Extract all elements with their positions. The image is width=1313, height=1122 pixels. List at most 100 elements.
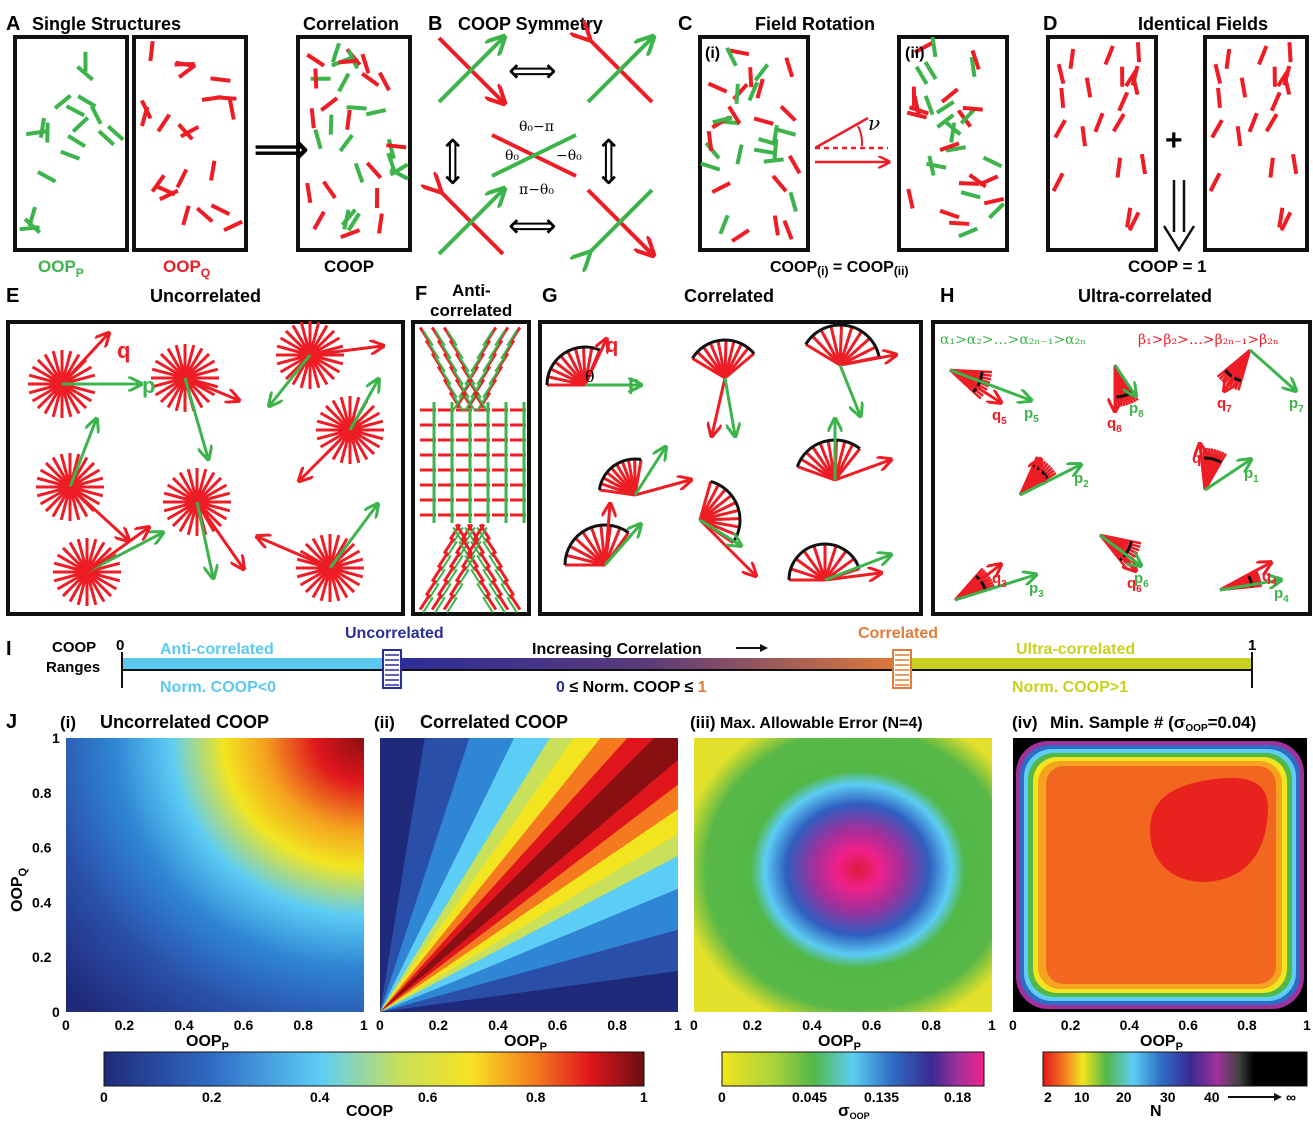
x-tick-label: 0 bbox=[62, 1017, 70, 1033]
segment bbox=[1279, 211, 1293, 232]
colorbar-tick: 0.18 bbox=[944, 1089, 971, 1105]
x-tick-label: 0.4 bbox=[802, 1017, 822, 1033]
green-arrow bbox=[723, 377, 735, 435]
segment bbox=[446, 381, 458, 399]
panel-a-title-single: Single Structures bbox=[32, 14, 181, 34]
panel-letter-a: A bbox=[6, 13, 20, 35]
segment bbox=[422, 596, 434, 614]
spoke bbox=[824, 557, 856, 582]
segment bbox=[711, 181, 732, 194]
segment bbox=[464, 526, 476, 544]
segment bbox=[936, 113, 955, 129]
x-axis-label: OOPP bbox=[818, 1033, 861, 1053]
p-subscript: 1 bbox=[1253, 474, 1259, 485]
colorbar-n bbox=[1042, 1051, 1308, 1087]
segment bbox=[330, 42, 341, 63]
increasing-correlation-label: Increasing Correlation bbox=[532, 641, 702, 658]
segment bbox=[755, 78, 765, 99]
coop-label: COOP bbox=[324, 257, 374, 276]
green-arrow bbox=[586, 38, 652, 104]
double-arrow-icon: ⟺ bbox=[508, 52, 557, 90]
red-arrow bbox=[583, 340, 606, 386]
panel-letter-j: J bbox=[6, 711, 17, 733]
segment bbox=[313, 68, 319, 89]
colorbar-coop-label: COOP bbox=[346, 1103, 393, 1120]
segment bbox=[935, 100, 955, 115]
segment bbox=[150, 174, 166, 193]
segment bbox=[748, 67, 754, 88]
segment bbox=[458, 355, 470, 373]
oop-q-label: OOPQ bbox=[163, 257, 210, 280]
angle-arc bbox=[795, 438, 861, 468]
segment bbox=[923, 60, 938, 81]
segment bbox=[718, 214, 730, 235]
panel-d-title: Identical Fields bbox=[1138, 14, 1268, 34]
segment bbox=[1127, 211, 1141, 232]
angle-label: −θ₀ bbox=[556, 148, 582, 164]
colorbar-tick: 30 bbox=[1160, 1089, 1176, 1105]
segment bbox=[983, 197, 1005, 206]
segment bbox=[1117, 91, 1130, 112]
q-subscript: 8 bbox=[1116, 424, 1122, 435]
green-segments bbox=[19, 51, 125, 235]
segment bbox=[1130, 74, 1140, 96]
q-subscript: 1 bbox=[1201, 459, 1207, 470]
segment bbox=[1068, 48, 1076, 70]
panel-j: J (i) Uncorrelated COOP (ii) Correlated … bbox=[6, 711, 1311, 1121]
segment bbox=[440, 368, 452, 386]
segment bbox=[1268, 157, 1275, 178]
segment bbox=[440, 582, 452, 600]
x-tick-label: 0 bbox=[376, 1017, 384, 1033]
segment bbox=[949, 220, 970, 226]
segment bbox=[958, 226, 979, 239]
norm-coop-above-one: Norm. COOP>1 bbox=[1012, 679, 1128, 696]
norm-coop-range: 0 ≤ Norm. COOP ≤ 1 bbox=[556, 679, 707, 696]
segment bbox=[728, 48, 750, 57]
angle-arc bbox=[804, 323, 881, 358]
colorbar-tick: 0.135 bbox=[864, 1089, 899, 1105]
correlated-fans bbox=[545, 323, 895, 582]
segment bbox=[464, 394, 476, 412]
segment bbox=[156, 113, 171, 133]
segment bbox=[442, 593, 456, 611]
panel-letter-d: D bbox=[1043, 13, 1057, 35]
beta-inequality: β₁>β₂>…>β₂ₙ₋₁>β₂ₙ bbox=[1138, 332, 1279, 348]
segment bbox=[216, 95, 237, 101]
segment bbox=[446, 596, 458, 614]
green-arrow bbox=[588, 188, 654, 254]
green-arrow bbox=[1204, 460, 1250, 492]
segment bbox=[476, 554, 488, 572]
segment bbox=[747, 81, 760, 102]
spoke bbox=[812, 545, 827, 581]
segment bbox=[1282, 74, 1292, 96]
segment bbox=[482, 381, 494, 399]
segment bbox=[923, 95, 935, 116]
x-tick-label: 1 bbox=[674, 1017, 682, 1033]
segment bbox=[906, 188, 915, 209]
p-label: p1 bbox=[1244, 465, 1259, 485]
spoke bbox=[196, 491, 231, 504]
q-subscript: 2 bbox=[1041, 474, 1047, 485]
green-arrow bbox=[1019, 465, 1080, 497]
segment bbox=[448, 551, 462, 569]
spoke bbox=[184, 367, 219, 380]
x-tick-label: 0.8 bbox=[607, 1017, 627, 1033]
colorbar-sigma-label: σOOP bbox=[838, 1101, 870, 1121]
segment bbox=[494, 568, 506, 586]
segment bbox=[177, 123, 194, 141]
segment bbox=[508, 593, 522, 611]
contour-band bbox=[380, 738, 678, 1012]
segment bbox=[1103, 45, 1115, 66]
oop-p-label: OOPP bbox=[38, 257, 84, 280]
segment bbox=[1210, 119, 1224, 139]
heatmap-max-error bbox=[694, 738, 992, 1012]
red-arrow bbox=[1018, 460, 1040, 496]
green-arrow bbox=[195, 501, 213, 577]
segment bbox=[436, 579, 450, 597]
segment bbox=[787, 154, 802, 175]
segment bbox=[440, 554, 452, 572]
p-label: p bbox=[142, 373, 155, 398]
panel-f-title-2: correlated bbox=[430, 301, 512, 320]
spoke bbox=[724, 352, 756, 380]
segment bbox=[65, 104, 86, 118]
